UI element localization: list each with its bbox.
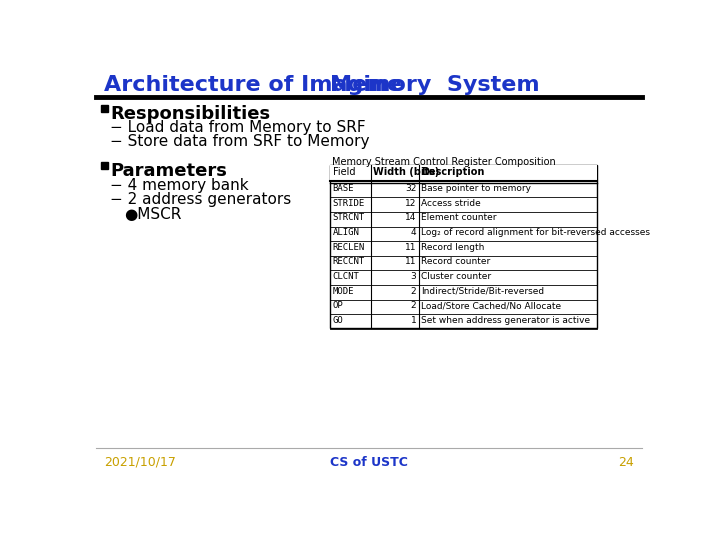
Text: Responsibilities: Responsibilities bbox=[110, 105, 270, 123]
Bar bbox=[101, 105, 108, 112]
Text: STRCNT: STRCNT bbox=[333, 213, 365, 222]
Text: Memory  System: Memory System bbox=[330, 75, 540, 95]
Text: STRIDE: STRIDE bbox=[333, 199, 365, 208]
Text: Description: Description bbox=[421, 167, 485, 177]
Text: Memory Stream Control Register Composition: Memory Stream Control Register Compositi… bbox=[332, 157, 556, 167]
Text: BASE: BASE bbox=[333, 184, 354, 193]
Text: Base pointer to memory: Base pointer to memory bbox=[421, 184, 531, 193]
Text: Architecture of Imagine: Architecture of Imagine bbox=[104, 75, 402, 95]
Text: Element counter: Element counter bbox=[421, 213, 496, 222]
Text: RECCNT: RECCNT bbox=[333, 257, 365, 266]
Text: CS of USTC: CS of USTC bbox=[330, 456, 408, 469]
Bar bbox=[101, 162, 108, 168]
Text: 2021/10/17: 2021/10/17 bbox=[104, 456, 176, 469]
Text: Field: Field bbox=[333, 167, 355, 177]
Text: Log₂ of record alignment for bit-reversed accesses: Log₂ of record alignment for bit-reverse… bbox=[421, 228, 650, 237]
Text: Parameters: Parameters bbox=[110, 162, 227, 180]
Text: GO: GO bbox=[333, 316, 343, 325]
Text: 11: 11 bbox=[405, 242, 416, 252]
Text: MODE: MODE bbox=[333, 287, 354, 295]
Text: 1: 1 bbox=[410, 316, 416, 325]
Text: Load/Store Cached/No Allocate: Load/Store Cached/No Allocate bbox=[421, 301, 561, 310]
Text: CLCNT: CLCNT bbox=[333, 272, 359, 281]
Bar bbox=[330, 165, 597, 328]
Text: RECLEN: RECLEN bbox=[333, 242, 365, 252]
Text: 32: 32 bbox=[405, 184, 416, 193]
Text: 2: 2 bbox=[410, 301, 416, 310]
Text: 14: 14 bbox=[405, 213, 416, 222]
Text: 11: 11 bbox=[405, 257, 416, 266]
Text: Record length: Record length bbox=[421, 242, 485, 252]
Text: 3: 3 bbox=[410, 272, 416, 281]
Text: − 2 address generators: − 2 address generators bbox=[110, 192, 292, 207]
Text: OP: OP bbox=[333, 301, 343, 310]
Text: 24: 24 bbox=[618, 456, 634, 469]
Text: 12: 12 bbox=[405, 199, 416, 208]
Text: Set when address generator is active: Set when address generator is active bbox=[421, 316, 590, 325]
Text: Width (bits): Width (bits) bbox=[373, 167, 439, 177]
Text: ALIGN: ALIGN bbox=[333, 228, 359, 237]
Text: − 4 memory bank: − 4 memory bank bbox=[110, 178, 249, 193]
Text: Record counter: Record counter bbox=[421, 257, 490, 266]
Text: Access stride: Access stride bbox=[421, 199, 481, 208]
Text: 4: 4 bbox=[410, 228, 416, 237]
Text: − Store data from SRF to Memory: − Store data from SRF to Memory bbox=[110, 134, 369, 149]
Bar bbox=[330, 165, 597, 182]
Text: Cluster counter: Cluster counter bbox=[421, 272, 491, 281]
Text: ●MSCR: ●MSCR bbox=[124, 207, 181, 222]
Text: 2: 2 bbox=[410, 287, 416, 295]
Text: Indirect/Stride/Bit-reversed: Indirect/Stride/Bit-reversed bbox=[421, 287, 544, 295]
Text: − Load data from Memory to SRF: − Load data from Memory to SRF bbox=[110, 120, 366, 135]
